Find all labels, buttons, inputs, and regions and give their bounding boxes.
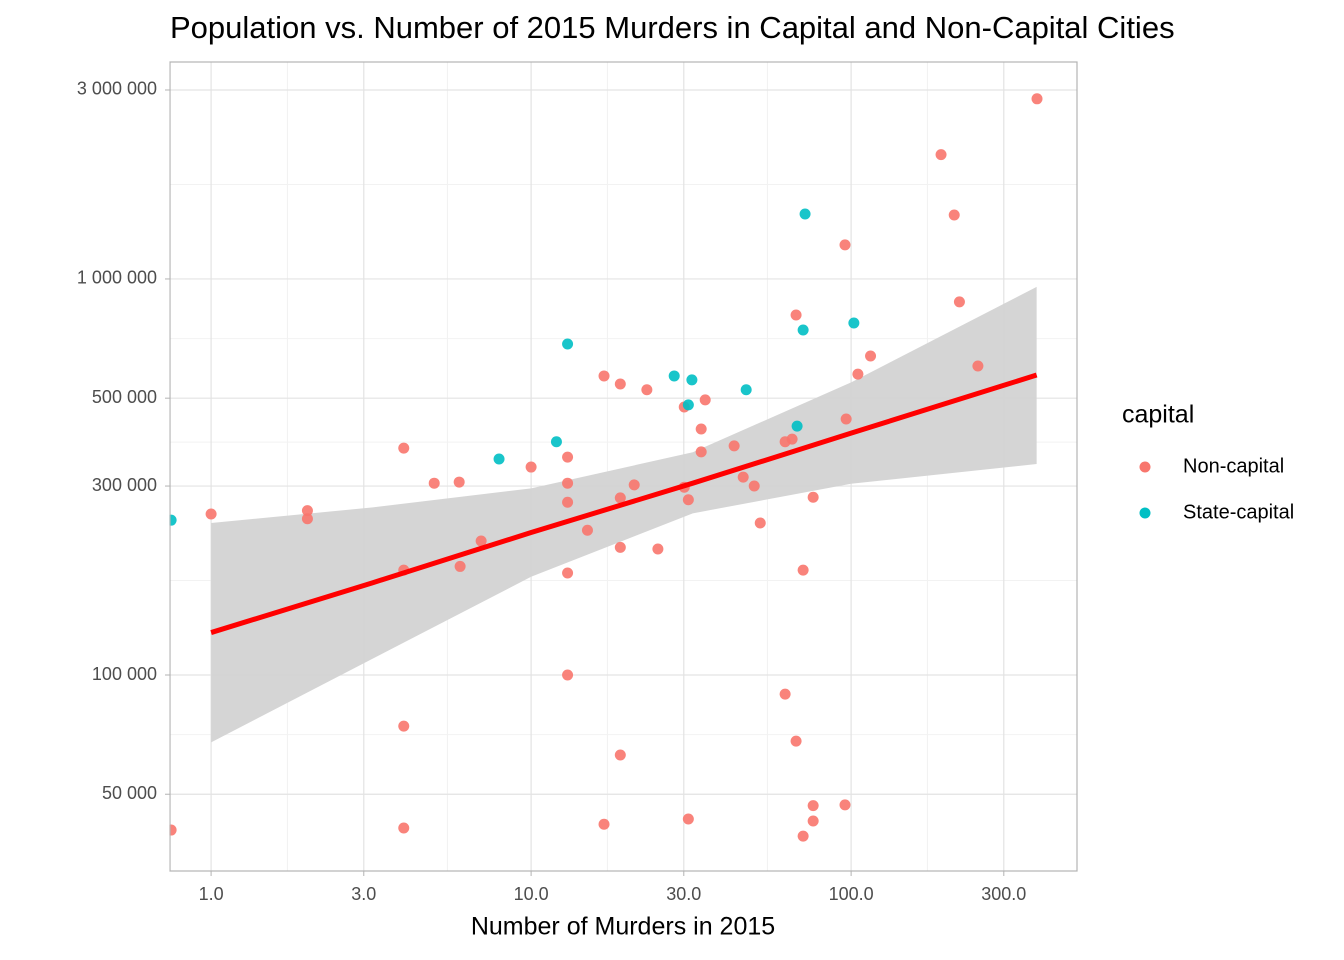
data-point	[799, 208, 811, 220]
data-point	[614, 749, 626, 761]
data-point	[695, 423, 707, 435]
x-tick-label: 100.0	[829, 884, 874, 904]
data-point	[948, 209, 960, 221]
x-tick-label: 3.0	[351, 884, 376, 904]
y-tick-label: 3 000 000	[77, 79, 157, 99]
data-point	[972, 360, 984, 372]
data-point	[453, 476, 465, 488]
x-tick-label: 300.0	[981, 884, 1026, 904]
data-point	[682, 399, 694, 411]
data-point	[748, 480, 760, 492]
legend-label: Non-capital	[1183, 455, 1284, 477]
data-point	[628, 479, 640, 491]
data-point	[652, 543, 664, 555]
data-point	[840, 413, 852, 425]
data-point	[398, 442, 410, 454]
y-tick-label: 500 000	[92, 387, 157, 407]
data-point	[614, 492, 626, 504]
data-point	[848, 317, 860, 329]
legend-marker	[1139, 461, 1151, 473]
data-point	[682, 813, 694, 825]
data-point	[699, 394, 711, 406]
data-point	[550, 436, 562, 448]
data-point	[754, 517, 766, 529]
data-point	[779, 688, 791, 700]
y-tick-label: 100 000	[92, 664, 157, 684]
data-point	[428, 477, 440, 489]
data-point	[791, 420, 803, 432]
data-point	[301, 513, 313, 525]
data-point	[797, 564, 809, 576]
data-point	[797, 830, 809, 842]
data-point	[839, 799, 851, 811]
data-point	[562, 477, 574, 489]
data-point	[807, 491, 819, 503]
data-point	[205, 508, 217, 520]
data-point	[398, 720, 410, 732]
y-tick-label: 1 000 000	[77, 268, 157, 288]
fit-line	[210, 372, 1038, 635]
data-point	[562, 338, 574, 350]
data-point	[614, 378, 626, 390]
x-tick-label: 30.0	[666, 884, 701, 904]
data-point	[525, 461, 537, 473]
y-tick-label: 300 000	[92, 475, 157, 495]
data-point	[493, 453, 505, 465]
data-point	[454, 560, 466, 572]
legend-marker	[1139, 507, 1151, 519]
panel-border	[169, 61, 1078, 872]
data-point	[790, 309, 802, 321]
data-point	[953, 296, 965, 308]
data-point	[581, 524, 593, 536]
data-point	[737, 471, 749, 483]
x-axis-title: Number of Murders in 2015	[471, 913, 775, 941]
data-point	[682, 494, 694, 506]
confidence-band	[211, 286, 1037, 743]
data-point	[695, 446, 707, 458]
data-point	[790, 735, 802, 747]
data-point	[475, 535, 487, 547]
data-point	[398, 822, 410, 834]
panel-mask	[0, 62, 170, 871]
data-point	[740, 384, 752, 396]
x-tick-label: 10.0	[514, 884, 549, 904]
data-point	[807, 800, 819, 812]
data-point	[1031, 93, 1043, 105]
legend-title: capital	[1122, 401, 1194, 429]
data-point	[301, 505, 313, 517]
data-point	[614, 541, 626, 553]
data-point	[562, 567, 574, 579]
data-point	[839, 239, 851, 251]
legend-label: State-capital	[1183, 501, 1294, 523]
data-point	[668, 370, 680, 382]
data-point	[935, 149, 947, 161]
data-point	[562, 451, 574, 463]
x-tick-label: 1.0	[199, 884, 224, 904]
data-point	[807, 815, 819, 827]
data-point	[562, 496, 574, 508]
data-point	[786, 433, 798, 445]
data-point	[728, 440, 740, 452]
y-tick-label: 50 000	[102, 783, 157, 803]
chart-title: Population vs. Number of 2015 Murders in…	[170, 10, 1175, 45]
data-point	[598, 370, 610, 382]
data-point	[686, 374, 698, 386]
data-point	[865, 350, 877, 362]
data-point	[852, 368, 864, 380]
data-point	[797, 324, 809, 336]
data-point	[598, 818, 610, 830]
data-point	[641, 384, 653, 396]
data-point	[562, 669, 574, 681]
